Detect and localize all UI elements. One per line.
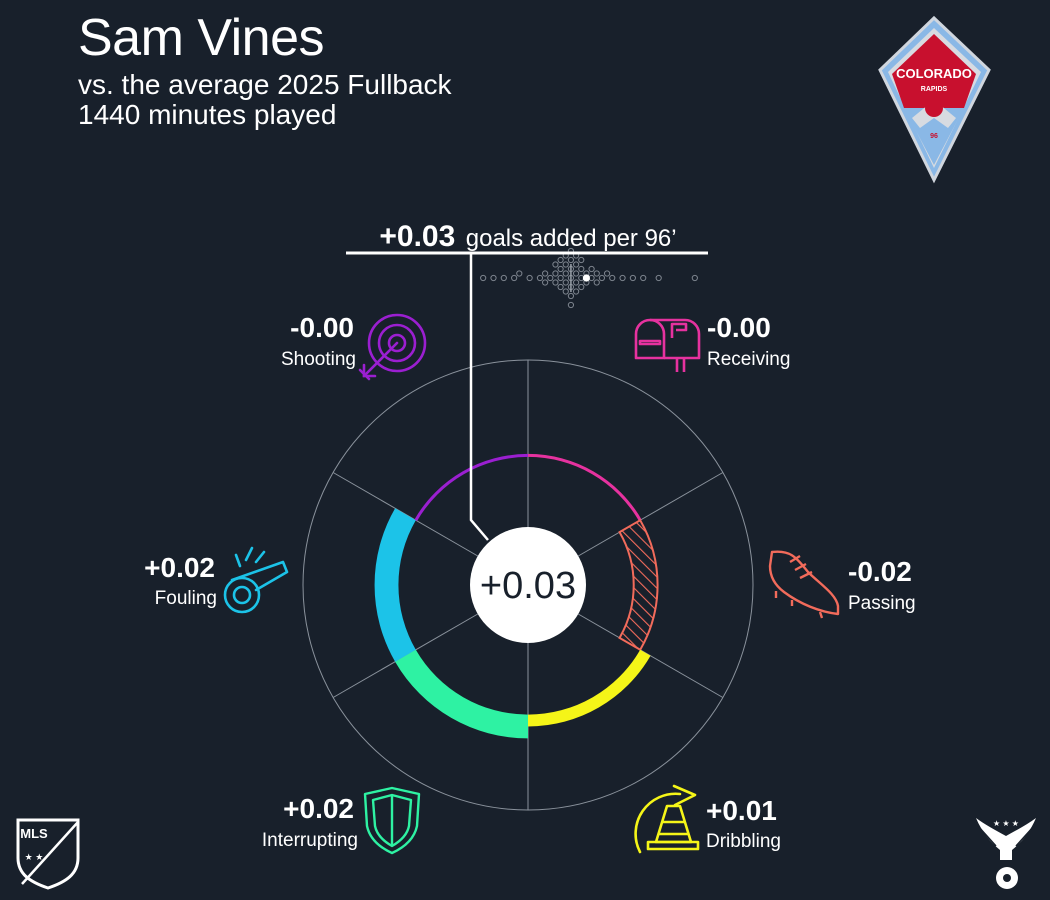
comparison-subtitle: vs. the average 2025 Fullback (78, 69, 452, 100)
cleat-icon (768, 550, 840, 619)
league-dot (480, 274, 487, 282)
league-dot (557, 274, 564, 282)
total-header: +0.03 goals added per 96’ (379, 220, 676, 253)
league-dot (526, 274, 533, 282)
league-dot (542, 270, 549, 277)
minutes-played: 1440 minutes played (78, 99, 337, 130)
league-dot (552, 270, 559, 277)
center-value: +0.03 (480, 565, 576, 607)
league-dot (552, 261, 559, 268)
connector-line (469, 253, 489, 541)
league-dot (562, 288, 569, 295)
league-dot (588, 265, 595, 273)
chart-bars (374, 453, 659, 739)
svg-text:★ ★: ★ ★ (25, 852, 44, 862)
league-dot (557, 283, 564, 291)
league-dot (598, 274, 606, 282)
interrupting-bar (395, 649, 528, 739)
league-dot (572, 288, 580, 295)
cone-icon (634, 784, 700, 854)
league-dot (557, 256, 564, 264)
league-dot (562, 261, 569, 268)
league-dot (542, 279, 549, 286)
league-dot (516, 270, 523, 277)
league-dot (593, 270, 600, 277)
fouling-label: Fouling (155, 588, 217, 609)
league-dot (609, 274, 616, 282)
league-dot (578, 265, 585, 273)
league-dot (547, 274, 554, 282)
mls-logo: MLS ★ ★ (16, 818, 80, 890)
league-dot (567, 256, 575, 264)
mailbox-icon (634, 318, 701, 372)
league-dot (572, 279, 580, 286)
club-year-text: 96 (930, 133, 938, 140)
whistle-icon (223, 546, 289, 614)
receiving-value: -0.00 (707, 312, 771, 343)
target-icon (358, 313, 427, 381)
colorado-rapids-logo: COLORADO RAPIDS 96 (878, 15, 991, 184)
passing-label: Passing (848, 593, 916, 614)
receiving-label: Receiving (707, 349, 790, 370)
passing-bar (618, 518, 659, 652)
league-dot (640, 274, 647, 282)
svg-text:★ ★ ★: ★ ★ ★ (993, 819, 1019, 828)
player-name: Sam Vines (78, 9, 325, 67)
total-connector (469, 253, 489, 541)
club-rapids-text: RAPIDS (921, 86, 948, 93)
passing-value: -0.02 (848, 556, 912, 587)
league-distribution (480, 247, 698, 309)
player-dot (582, 274, 591, 282)
interrupting-value: +0.02 (283, 793, 354, 824)
league-dot (552, 279, 559, 286)
league-dot (562, 270, 569, 277)
league-dot (500, 274, 507, 282)
club-name-text: COLORADO (896, 66, 972, 81)
interrupting-label: Interrupting (262, 830, 358, 851)
sector-divider (577, 472, 724, 557)
league-dot (578, 283, 585, 291)
league-dot (557, 265, 564, 273)
fouling-value: +0.02 (144, 552, 215, 583)
league-dot (572, 270, 580, 277)
league-dot (593, 279, 600, 286)
league-dot (567, 292, 575, 300)
league-dot (629, 274, 636, 282)
league-dot (619, 274, 626, 282)
center-circle (470, 527, 586, 643)
league-dot (567, 301, 575, 309)
shooting-label: Shooting (281, 349, 356, 370)
league-dot (562, 279, 569, 286)
league-dot (536, 274, 544, 282)
fouling-bar (374, 508, 416, 662)
league-dot (578, 256, 585, 264)
league-dot (572, 261, 580, 268)
eagle-logo: ★ ★ ★ (976, 818, 1036, 889)
league-dot (511, 274, 518, 282)
total-header-unit: goals added per 96’ (466, 225, 677, 252)
shooting-value: -0.00 (290, 312, 354, 343)
dribbling-label: Dribbling (706, 831, 781, 852)
dribbling-bar (528, 649, 651, 727)
league-dot (655, 274, 662, 282)
total-header-value: +0.03 (379, 220, 455, 253)
receiving-bar (528, 453, 642, 521)
league-dot (603, 270, 611, 277)
league-dot (490, 274, 497, 282)
shield-icon (363, 786, 421, 855)
mls-text: MLS (20, 826, 48, 841)
league-dot (691, 274, 698, 282)
dribbling-value: +0.01 (706, 795, 777, 826)
